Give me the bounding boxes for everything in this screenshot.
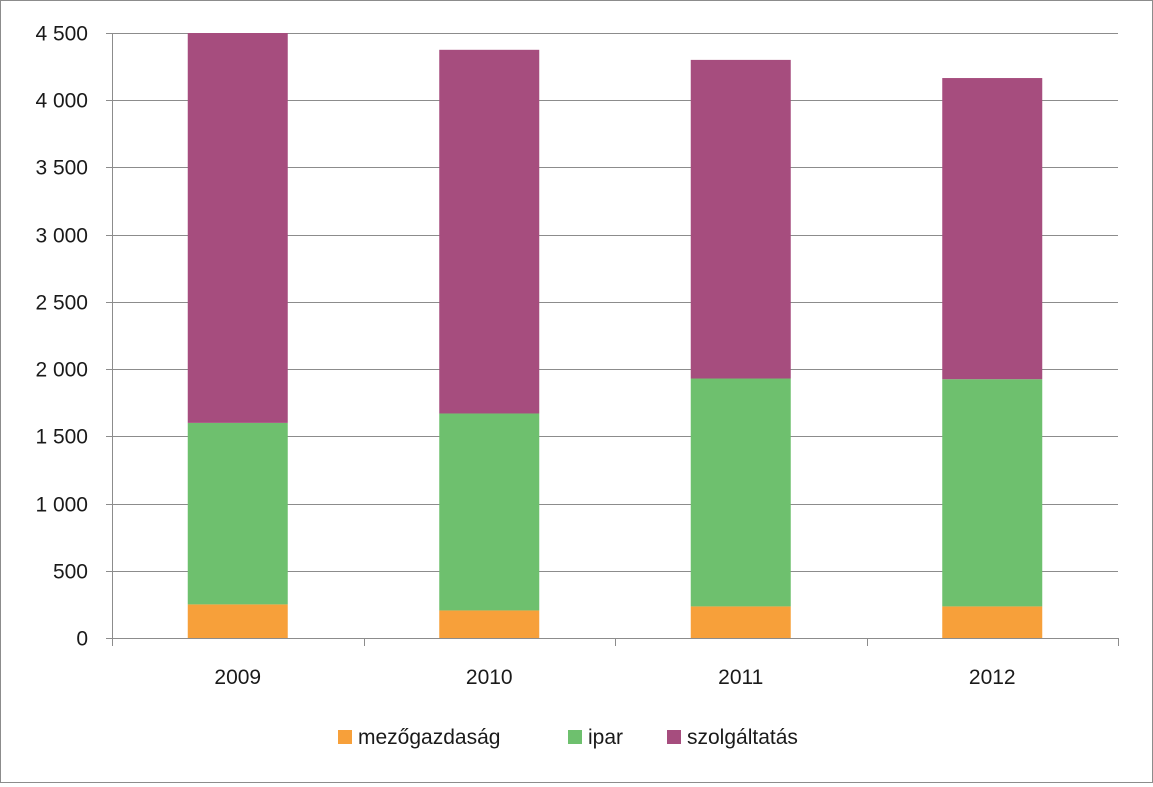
tick-labels: 0 500 1 000 1 500 2 000 2 500 3 000 3 500 4 000 4… <box>35 23 1015 690</box>
axes <box>106 33 1119 646</box>
y-tick-label: 3 500 <box>35 157 88 180</box>
bar-ipar-2011 <box>690 378 791 607</box>
legend-label: szolgáltatás <box>687 726 798 749</box>
y-tick-label: 1 000 <box>35 494 88 517</box>
bar-mezőgazdaság-2009 <box>187 604 288 638</box>
bar-szolgáltatás-2012 <box>942 78 1043 380</box>
bar-mezőgazdaság-2012 <box>942 606 1043 638</box>
bar-ipar-2009 <box>187 422 288 605</box>
y-tick-label: 4 500 <box>35 23 88 46</box>
x-tick-label: 2010 <box>466 666 513 689</box>
bar-mezőgazdaság-2010 <box>439 610 540 638</box>
bar-ipar-2010 <box>439 413 540 611</box>
legend-swatch-szolgáltatás <box>667 730 681 744</box>
legend-swatch-ipar <box>568 730 582 744</box>
legend: mezőgazdaság ipar szolgáltatás <box>338 726 798 749</box>
bar-ipar-2012 <box>942 379 1043 607</box>
y-tick-label: 4 000 <box>35 90 88 113</box>
y-tick-label: 2 000 <box>35 359 88 382</box>
y-tick-label: 0 <box>76 628 88 651</box>
bar-szolgáltatás-2009 <box>187 33 288 423</box>
x-tick-label: 2009 <box>214 666 261 689</box>
y-tick-label: 500 <box>53 561 88 584</box>
x-tick-label: 2012 <box>969 666 1016 689</box>
legend-label: ipar <box>588 726 623 749</box>
bar-szolgáltatás-2011 <box>690 59 791 379</box>
y-tick-label: 2 500 <box>35 292 88 315</box>
bar-szolgáltatás-2010 <box>439 49 540 414</box>
y-tick-label: 3 000 <box>35 225 88 248</box>
bar-mezőgazdaság-2011 <box>690 606 791 638</box>
y-tick-label: 1 500 <box>35 426 88 449</box>
legend-label: mezőgazdaság <box>358 726 500 749</box>
bars <box>187 33 1043 638</box>
x-tick-label: 2011 <box>718 666 763 689</box>
legend-swatch-mezőgazdaság <box>338 730 352 744</box>
